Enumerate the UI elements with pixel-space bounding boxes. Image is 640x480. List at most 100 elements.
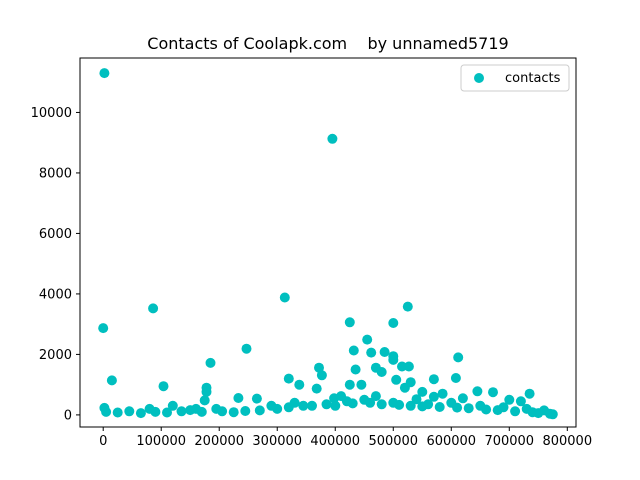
data-point	[283, 402, 294, 413]
data-point	[417, 386, 428, 397]
data-point	[399, 382, 410, 393]
x-tick-label: 600000	[426, 434, 476, 449]
data-point	[492, 405, 503, 416]
data-point	[233, 393, 244, 403]
x-tick-label: 200000	[194, 434, 244, 449]
data-point	[472, 386, 483, 397]
data-point	[417, 401, 428, 412]
data-point	[403, 361, 414, 372]
x-tick-label: 0	[99, 434, 107, 449]
data-point	[205, 357, 216, 368]
legend-marker	[474, 73, 484, 83]
data-point	[376, 367, 387, 377]
data-point	[481, 404, 492, 415]
data-point	[106, 375, 117, 386]
data-point	[365, 397, 376, 408]
chart-title: Contacts of Coolapk.com by unnamed5719	[147, 34, 508, 53]
data-point	[314, 362, 324, 373]
data-point	[327, 133, 338, 144]
data-point	[452, 402, 463, 413]
y-tick-label: 4000	[39, 287, 72, 302]
data-point	[294, 379, 305, 390]
data-point	[428, 391, 439, 402]
data-point	[356, 379, 367, 390]
data-point	[298, 400, 309, 411]
x-tick-label: 500000	[368, 434, 418, 449]
data-point	[488, 387, 498, 398]
legend-box	[460, 64, 570, 92]
data-point	[344, 317, 355, 328]
data-point	[370, 391, 381, 402]
data-point	[397, 361, 407, 372]
data-point	[124, 406, 135, 417]
y-tick-label: 2000	[39, 348, 72, 363]
data-point	[162, 407, 172, 418]
x-tick-label: 700000	[484, 434, 534, 449]
data-point	[135, 408, 146, 419]
data-point	[376, 399, 387, 410]
data-point	[241, 343, 252, 354]
data-point	[167, 400, 178, 411]
data-point	[279, 292, 290, 303]
data-point	[524, 388, 535, 399]
data-point	[150, 406, 161, 417]
data-point	[428, 374, 439, 385]
data-point	[101, 406, 112, 417]
data-point	[405, 400, 416, 411]
plot-area-frame	[79, 57, 577, 428]
data-point	[112, 407, 123, 418]
legend-label: contacts	[505, 71, 561, 86]
data-point	[350, 364, 361, 375]
data-point	[388, 318, 399, 328]
data-point	[379, 347, 390, 357]
data-point	[201, 386, 212, 397]
data-point	[347, 398, 358, 409]
data-point	[515, 396, 526, 407]
data-point	[437, 388, 448, 399]
data-point	[311, 383, 322, 394]
data-point	[411, 394, 422, 405]
y-tick-label: 8000	[39, 166, 72, 181]
y-tick-label: 0	[64, 408, 72, 423]
x-axis: 0 100000 200000 300000 400000 500000 600000 700…	[99, 427, 592, 449]
data-point	[321, 399, 332, 410]
data-point	[283, 373, 294, 384]
data-point	[450, 373, 461, 383]
data-point	[185, 405, 196, 416]
data-point	[453, 352, 464, 363]
data-point	[217, 406, 228, 417]
x-tick-label: 100000	[136, 434, 186, 449]
data-point	[362, 334, 373, 345]
y-tick-label: 10000	[31, 106, 72, 121]
data-point	[307, 400, 317, 411]
data-point	[99, 68, 110, 79]
data-point	[240, 406, 251, 416]
data-point	[510, 406, 521, 417]
data-point	[348, 345, 359, 356]
data-point	[228, 407, 239, 418]
x-tick-label: 300000	[252, 434, 302, 449]
data-point	[272, 403, 283, 414]
data-point	[251, 393, 262, 404]
data-point	[344, 379, 355, 390]
data-point	[434, 402, 445, 412]
data-point	[402, 301, 413, 312]
data-point	[176, 406, 187, 417]
legend: contacts	[460, 64, 570, 92]
data-point	[504, 394, 515, 405]
data-point	[463, 403, 474, 414]
x-tick-label: 800000	[542, 434, 592, 449]
data-point	[388, 354, 399, 365]
y-axis: 0 2000 4000 6000 8000 10000	[31, 106, 80, 423]
data-point	[316, 370, 327, 381]
data-point	[199, 395, 210, 406]
x-tick-label: 400000	[310, 434, 360, 449]
data-point	[98, 323, 109, 334]
data-point	[533, 408, 544, 419]
data-points	[98, 68, 558, 420]
data-point	[547, 409, 558, 420]
data-point	[196, 406, 207, 417]
y-tick-label: 6000	[39, 227, 72, 242]
data-point	[254, 405, 265, 416]
